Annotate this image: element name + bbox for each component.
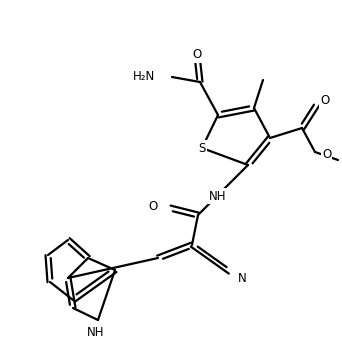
Text: O: O	[192, 48, 202, 62]
Text: H₂N: H₂N	[133, 70, 155, 84]
Text: O: O	[149, 199, 158, 213]
Text: S: S	[198, 141, 206, 155]
Text: NH: NH	[209, 189, 227, 203]
Text: O: O	[322, 148, 331, 162]
Text: NH: NH	[87, 326, 105, 340]
Text: N: N	[238, 272, 247, 284]
Text: O: O	[320, 94, 329, 106]
